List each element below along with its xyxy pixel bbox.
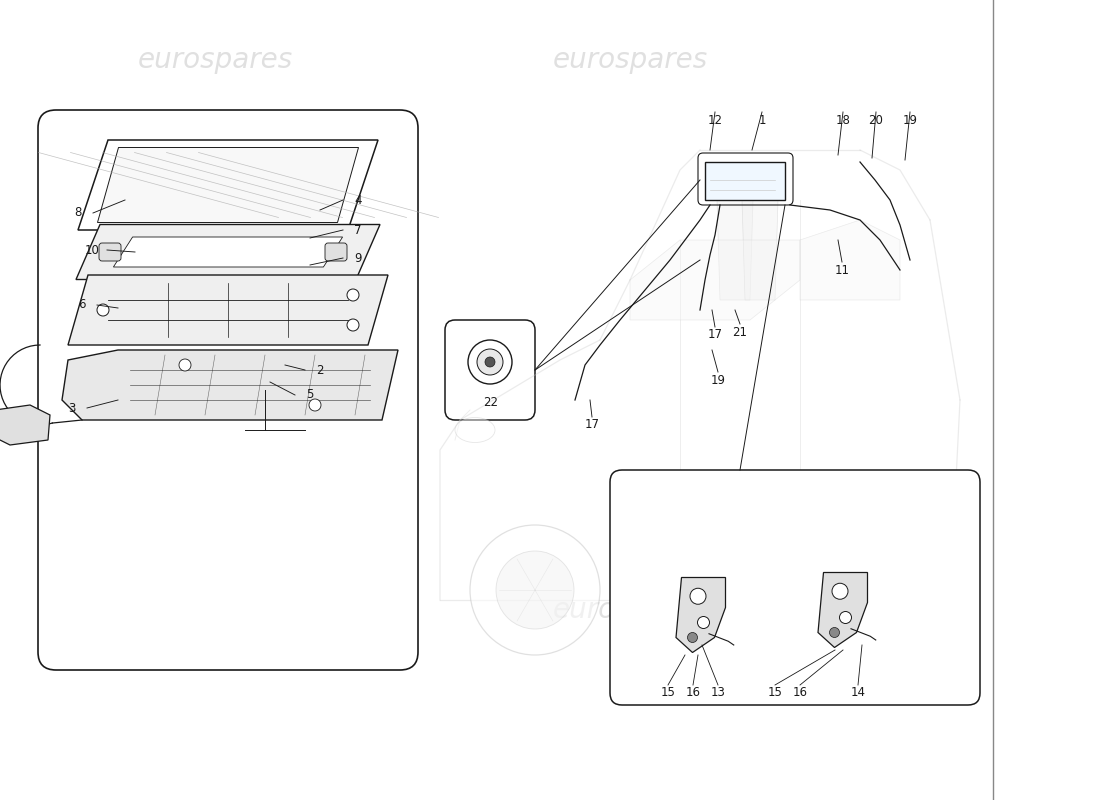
Circle shape: [829, 627, 839, 638]
Circle shape: [97, 304, 109, 316]
Text: 16: 16: [685, 686, 701, 698]
Text: 19: 19: [711, 374, 726, 386]
Circle shape: [309, 399, 321, 411]
Polygon shape: [62, 350, 398, 420]
Text: 2: 2: [317, 363, 323, 377]
Polygon shape: [705, 162, 785, 200]
Circle shape: [477, 349, 503, 375]
Circle shape: [832, 583, 848, 599]
Text: 12: 12: [707, 114, 723, 126]
Polygon shape: [0, 405, 50, 445]
FancyBboxPatch shape: [446, 320, 535, 420]
Circle shape: [179, 359, 191, 371]
Text: 16: 16: [792, 686, 807, 698]
Circle shape: [690, 588, 706, 604]
Polygon shape: [68, 275, 388, 345]
Text: 13: 13: [711, 686, 725, 698]
Text: 8: 8: [75, 206, 81, 219]
Circle shape: [346, 319, 359, 331]
Circle shape: [496, 551, 574, 629]
Circle shape: [697, 617, 710, 629]
Text: eurospares: eurospares: [138, 46, 293, 74]
Text: 21: 21: [733, 326, 748, 338]
Polygon shape: [800, 220, 900, 300]
Circle shape: [468, 340, 512, 384]
FancyBboxPatch shape: [99, 243, 121, 261]
Text: 20: 20: [869, 114, 883, 126]
FancyBboxPatch shape: [324, 243, 346, 261]
Text: 14: 14: [850, 686, 866, 698]
Polygon shape: [818, 573, 868, 647]
Circle shape: [688, 633, 697, 642]
Text: eurospares: eurospares: [552, 596, 707, 624]
Text: 17: 17: [707, 329, 723, 342]
Ellipse shape: [455, 418, 495, 442]
Circle shape: [470, 525, 600, 655]
Circle shape: [346, 289, 359, 301]
Polygon shape: [676, 578, 726, 653]
Text: 9: 9: [354, 251, 362, 265]
FancyBboxPatch shape: [610, 470, 980, 705]
Polygon shape: [717, 200, 754, 300]
Circle shape: [815, 530, 935, 650]
Text: eurospares: eurospares: [138, 596, 293, 624]
Text: 15: 15: [661, 686, 675, 698]
Polygon shape: [742, 200, 778, 300]
Text: 22: 22: [484, 395, 498, 409]
Text: 5: 5: [306, 389, 313, 402]
Text: 4: 4: [354, 194, 362, 206]
Text: 19: 19: [902, 114, 917, 126]
Polygon shape: [113, 237, 342, 267]
Text: 3: 3: [68, 402, 76, 414]
Text: 18: 18: [836, 114, 850, 126]
Circle shape: [485, 357, 495, 367]
Text: 11: 11: [835, 263, 849, 277]
Polygon shape: [630, 240, 800, 320]
Text: 7: 7: [354, 223, 362, 237]
FancyBboxPatch shape: [39, 110, 418, 670]
Polygon shape: [98, 147, 359, 222]
Text: 17: 17: [584, 418, 600, 431]
Circle shape: [839, 611, 851, 623]
Text: 10: 10: [85, 243, 99, 257]
Text: 6: 6: [78, 298, 86, 311]
Circle shape: [839, 554, 911, 626]
Text: 1: 1: [758, 114, 766, 126]
Text: 15: 15: [768, 686, 782, 698]
Polygon shape: [76, 225, 380, 279]
Polygon shape: [78, 140, 378, 230]
Text: eurospares: eurospares: [552, 46, 707, 74]
